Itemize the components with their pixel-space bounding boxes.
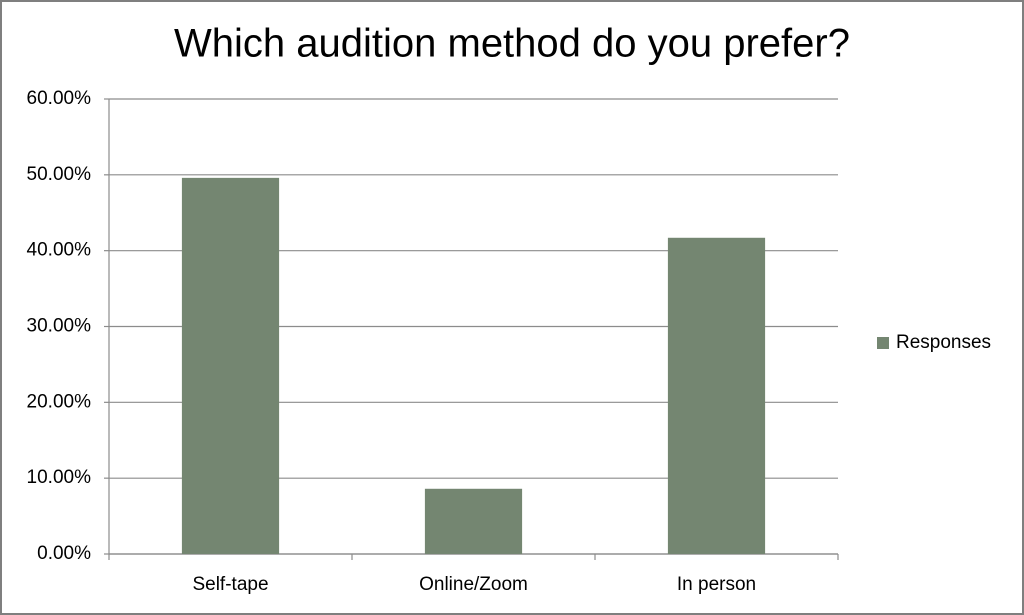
chart-title: Which audition method do you prefer?	[174, 22, 850, 66]
y-tick-label: 30.00%	[27, 316, 92, 337]
x-tick-label: Online/Zoom	[419, 574, 528, 595]
legend-label: Responses	[896, 332, 991, 353]
y-tick-label: 0.00%	[37, 543, 91, 564]
bar	[181, 177, 280, 554]
x-tick-label: Self-tape	[192, 574, 268, 595]
bar	[424, 488, 523, 554]
bar	[667, 237, 766, 554]
y-tick-label: 50.00%	[27, 164, 92, 185]
y-tick-label: 10.00%	[27, 467, 92, 488]
x-tick-label: In person	[677, 574, 756, 595]
y-tick-label: 60.00%	[27, 88, 92, 109]
y-tick-label: 40.00%	[27, 240, 92, 261]
legend-swatch	[877, 337, 889, 349]
y-tick-label: 20.00%	[27, 391, 92, 412]
